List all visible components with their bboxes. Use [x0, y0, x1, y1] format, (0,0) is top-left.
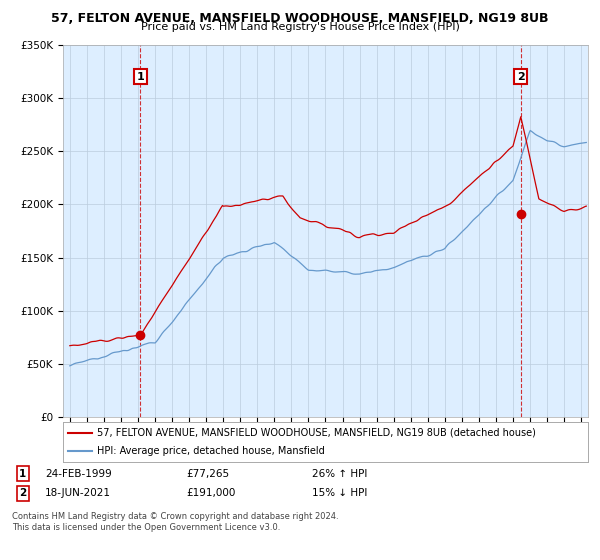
Text: £191,000: £191,000	[186, 488, 235, 498]
Text: 18-JUN-2021: 18-JUN-2021	[45, 488, 111, 498]
Text: 2: 2	[517, 72, 525, 82]
Text: Price paid vs. HM Land Registry's House Price Index (HPI): Price paid vs. HM Land Registry's House …	[140, 22, 460, 32]
Text: 57, FELTON AVENUE, MANSFIELD WOODHOUSE, MANSFIELD, NG19 8UB (detached house): 57, FELTON AVENUE, MANSFIELD WOODHOUSE, …	[97, 428, 536, 438]
Text: 24-FEB-1999: 24-FEB-1999	[45, 469, 112, 479]
Text: 1: 1	[19, 469, 26, 479]
Text: 15% ↓ HPI: 15% ↓ HPI	[312, 488, 367, 498]
Text: Contains HM Land Registry data © Crown copyright and database right 2024.
This d: Contains HM Land Registry data © Crown c…	[12, 512, 338, 532]
Text: HPI: Average price, detached house, Mansfield: HPI: Average price, detached house, Mans…	[97, 446, 325, 456]
Text: 1: 1	[137, 72, 144, 82]
Text: £77,265: £77,265	[186, 469, 229, 479]
Text: 26% ↑ HPI: 26% ↑ HPI	[312, 469, 367, 479]
Text: 57, FELTON AVENUE, MANSFIELD WOODHOUSE, MANSFIELD, NG19 8UB: 57, FELTON AVENUE, MANSFIELD WOODHOUSE, …	[51, 12, 549, 25]
Text: 2: 2	[19, 488, 26, 498]
